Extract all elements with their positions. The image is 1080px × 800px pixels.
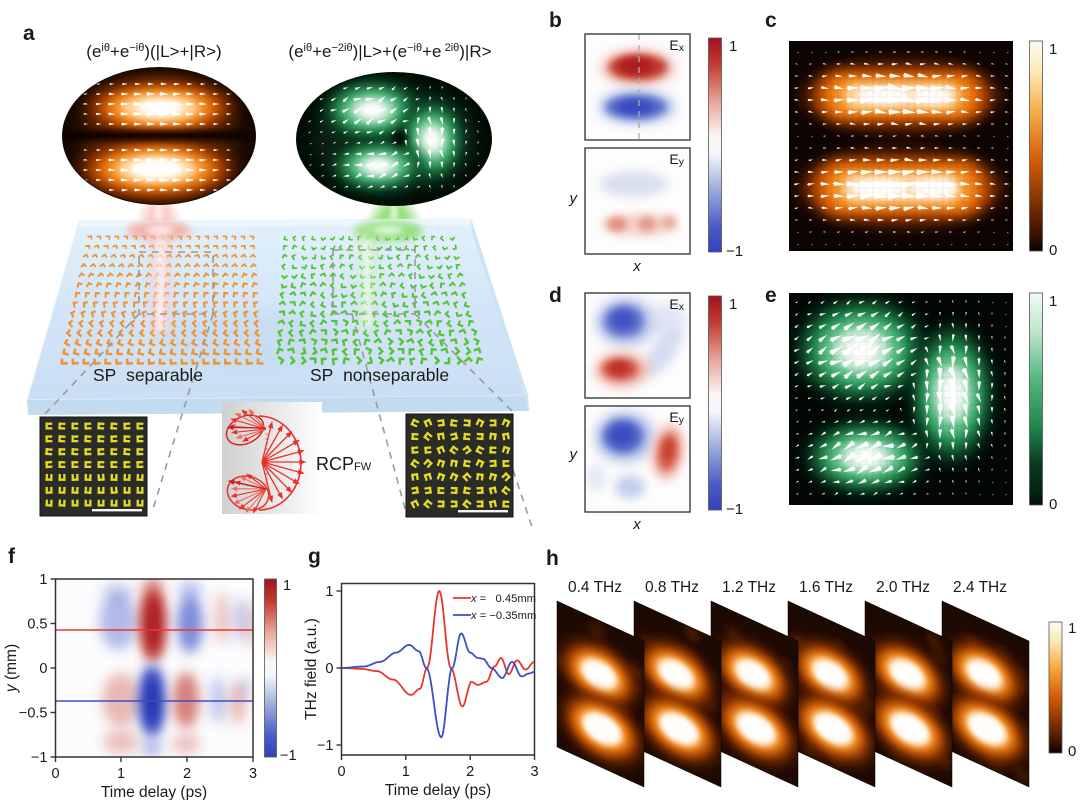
svg-text:1: 1 [1068,620,1076,637]
svg-text:a: a [23,22,35,45]
svg-text:2.4 THz: 2.4 THz [953,579,1007,596]
svg-text:0: 0 [325,661,333,677]
svg-text:0: 0 [51,766,59,782]
svg-text:Ex: Ex [669,296,684,313]
svg-text:0: 0 [39,661,47,677]
svg-text:g: g [308,545,321,568]
svg-text:−0.5: −0.5 [19,706,48,722]
svg-text:1: 1 [325,584,333,600]
svg-text:1: 1 [283,578,291,594]
svg-text:2.0 THz: 2.0 THz [876,579,930,596]
svg-text:f: f [8,545,16,568]
svg-text:1.6 THz: 1.6 THz [799,579,853,596]
svg-text:1: 1 [402,764,410,780]
svg-text:0: 0 [337,764,345,780]
svg-text:x: x [632,258,641,275]
svg-text:0.4 THz: 0.4 THz [568,579,622,596]
svg-text:−1: −1 [280,748,297,764]
svg-text:1: 1 [729,38,737,55]
svg-text:x = −0.35mm: x = −0.35mm [470,610,536,622]
svg-text:3: 3 [530,764,538,780]
svg-text:1: 1 [117,766,125,782]
svg-text:−1: −1 [726,243,743,260]
svg-text:d: d [549,284,562,307]
svg-text:1: 1 [39,572,47,588]
svg-text:Ey: Ey [669,151,684,168]
svg-text:SP nonseparable: SP nonseparable [310,365,449,385]
svg-text:0.8 THz: 0.8 THz [645,579,699,596]
svg-text:−1: −1 [726,501,743,518]
svg-text:b: b [549,9,562,32]
svg-text:y: y [569,190,579,207]
svg-text:Ey: Ey [669,409,684,426]
svg-text:Time delay (ps): Time delay (ps) [101,784,207,800]
svg-text:Time delay (ps): Time delay (ps) [385,782,491,799]
svg-text:RCPFW: RCPFW [316,454,372,474]
svg-text:(eiθ+e−2iθ)|L>+(e−iθ+e 2iθ)|R>: (eiθ+e−2iθ)|L>+(e−iθ+e 2iθ)|R> [288,42,491,61]
svg-text:THz field (a.u.): THz field (a.u.) [303,618,320,720]
svg-text:−1: −1 [31,750,48,766]
svg-text:c: c [765,9,777,32]
svg-text:e: e [765,284,777,307]
svg-text:y (mm): y (mm) [3,644,20,693]
svg-text:0.5: 0.5 [27,617,47,633]
svg-text:0: 0 [1049,242,1057,259]
svg-text:x = 0.45mm: x = 0.45mm [470,593,536,605]
svg-text:2: 2 [183,766,191,782]
svg-text:0: 0 [1068,743,1076,760]
svg-text:h: h [546,547,559,570]
svg-text:Ex: Ex [669,37,684,54]
svg-text:1.2 THz: 1.2 THz [722,579,776,596]
svg-text:x: x [632,516,641,533]
svg-text:2: 2 [466,764,474,780]
svg-text:(eiθ+e−iθ)(|L>+|R>): (eiθ+e−iθ)(|L>+|R>) [86,42,221,61]
svg-text:SP separable: SP separable [93,365,203,385]
svg-text:1: 1 [729,296,737,313]
svg-text:3: 3 [249,766,257,782]
svg-text:0: 0 [1049,496,1057,513]
svg-text:1: 1 [1049,41,1057,58]
svg-text:1: 1 [1049,293,1057,310]
svg-text:y: y [569,446,579,463]
svg-text:−1: −1 [317,738,334,754]
